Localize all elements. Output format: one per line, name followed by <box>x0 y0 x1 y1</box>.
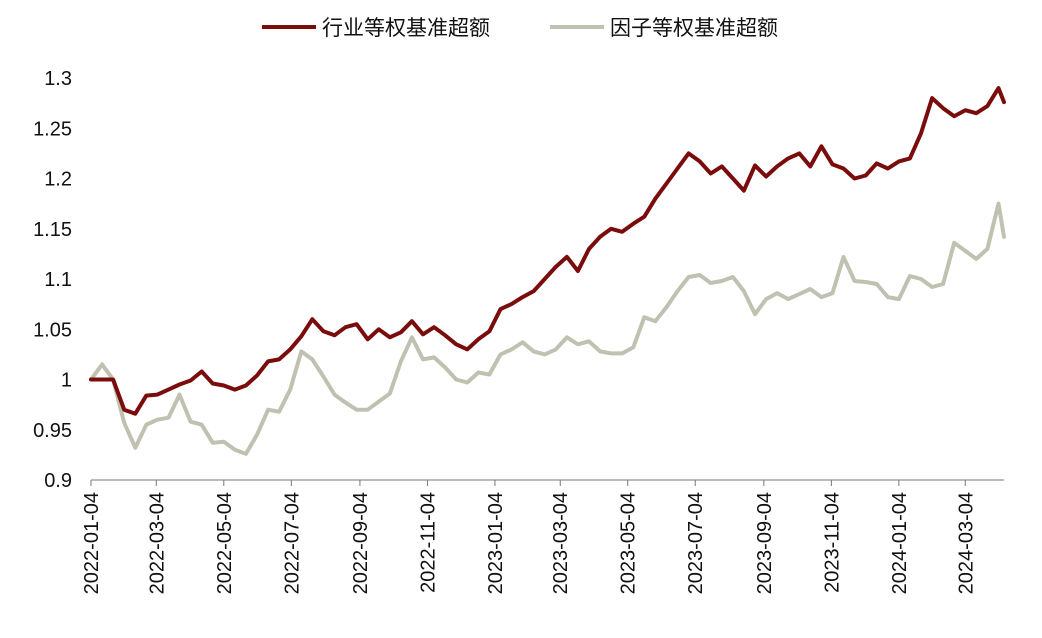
x-tick-label: 2022-09-04 <box>350 492 372 594</box>
x-tick-label: 2023-07-04 <box>685 492 707 594</box>
y-tick-label: 1.05 <box>33 319 72 341</box>
x-tick-label: 2023-11-04 <box>821 492 843 593</box>
x-tick-label: 2024-03-04 <box>955 492 977 594</box>
legend-label-factor: 因子等权基准超额 <box>610 16 778 40</box>
x-tick-label: 2022-03-04 <box>146 492 168 594</box>
x-tick-label: 2023-09-04 <box>754 492 776 594</box>
x-tick-label: 2022-11-04 <box>417 492 439 593</box>
x-tick-label: 2022-05-04 <box>214 492 236 594</box>
legend-label-industry: 行业等权基准超额 <box>322 16 490 40</box>
y-tick-label: 0.95 <box>33 420 72 442</box>
x-tick-label: 2022-07-04 <box>281 492 303 594</box>
x-tick-label: 2024-01-04 <box>889 492 911 594</box>
x-tick-label: 2023-03-04 <box>550 492 572 594</box>
y-axis: 0.9 0.95 1 1.05 1.1 1.15 1.2 1.25 1.3 <box>33 68 72 492</box>
y-tick-label: 1 <box>61 370 72 392</box>
series-group <box>89 86 1006 456</box>
legend: 行业等权基准超额 因子等权基准超额 <box>262 16 778 40</box>
y-tick-label: 0.9 <box>44 470 72 492</box>
y-tick-label: 1.1 <box>44 269 72 291</box>
series-line-industry <box>89 86 1006 416</box>
y-tick-label: 1.15 <box>33 219 72 241</box>
y-tick-label: 1.2 <box>44 169 72 191</box>
x-tick-label: 2023-05-04 <box>618 492 640 594</box>
y-tick-label: 1.3 <box>44 68 72 90</box>
y-tick-label: 1.25 <box>33 118 72 140</box>
series-line-factor <box>89 201 1006 456</box>
x-tick-label: 2022-01-04 <box>81 492 103 594</box>
x-axis: 2022-01-04 2022-03-04 2022-05-04 2022-07-04… <box>81 480 977 594</box>
x-tick-label: 2023-01-04 <box>485 492 507 594</box>
